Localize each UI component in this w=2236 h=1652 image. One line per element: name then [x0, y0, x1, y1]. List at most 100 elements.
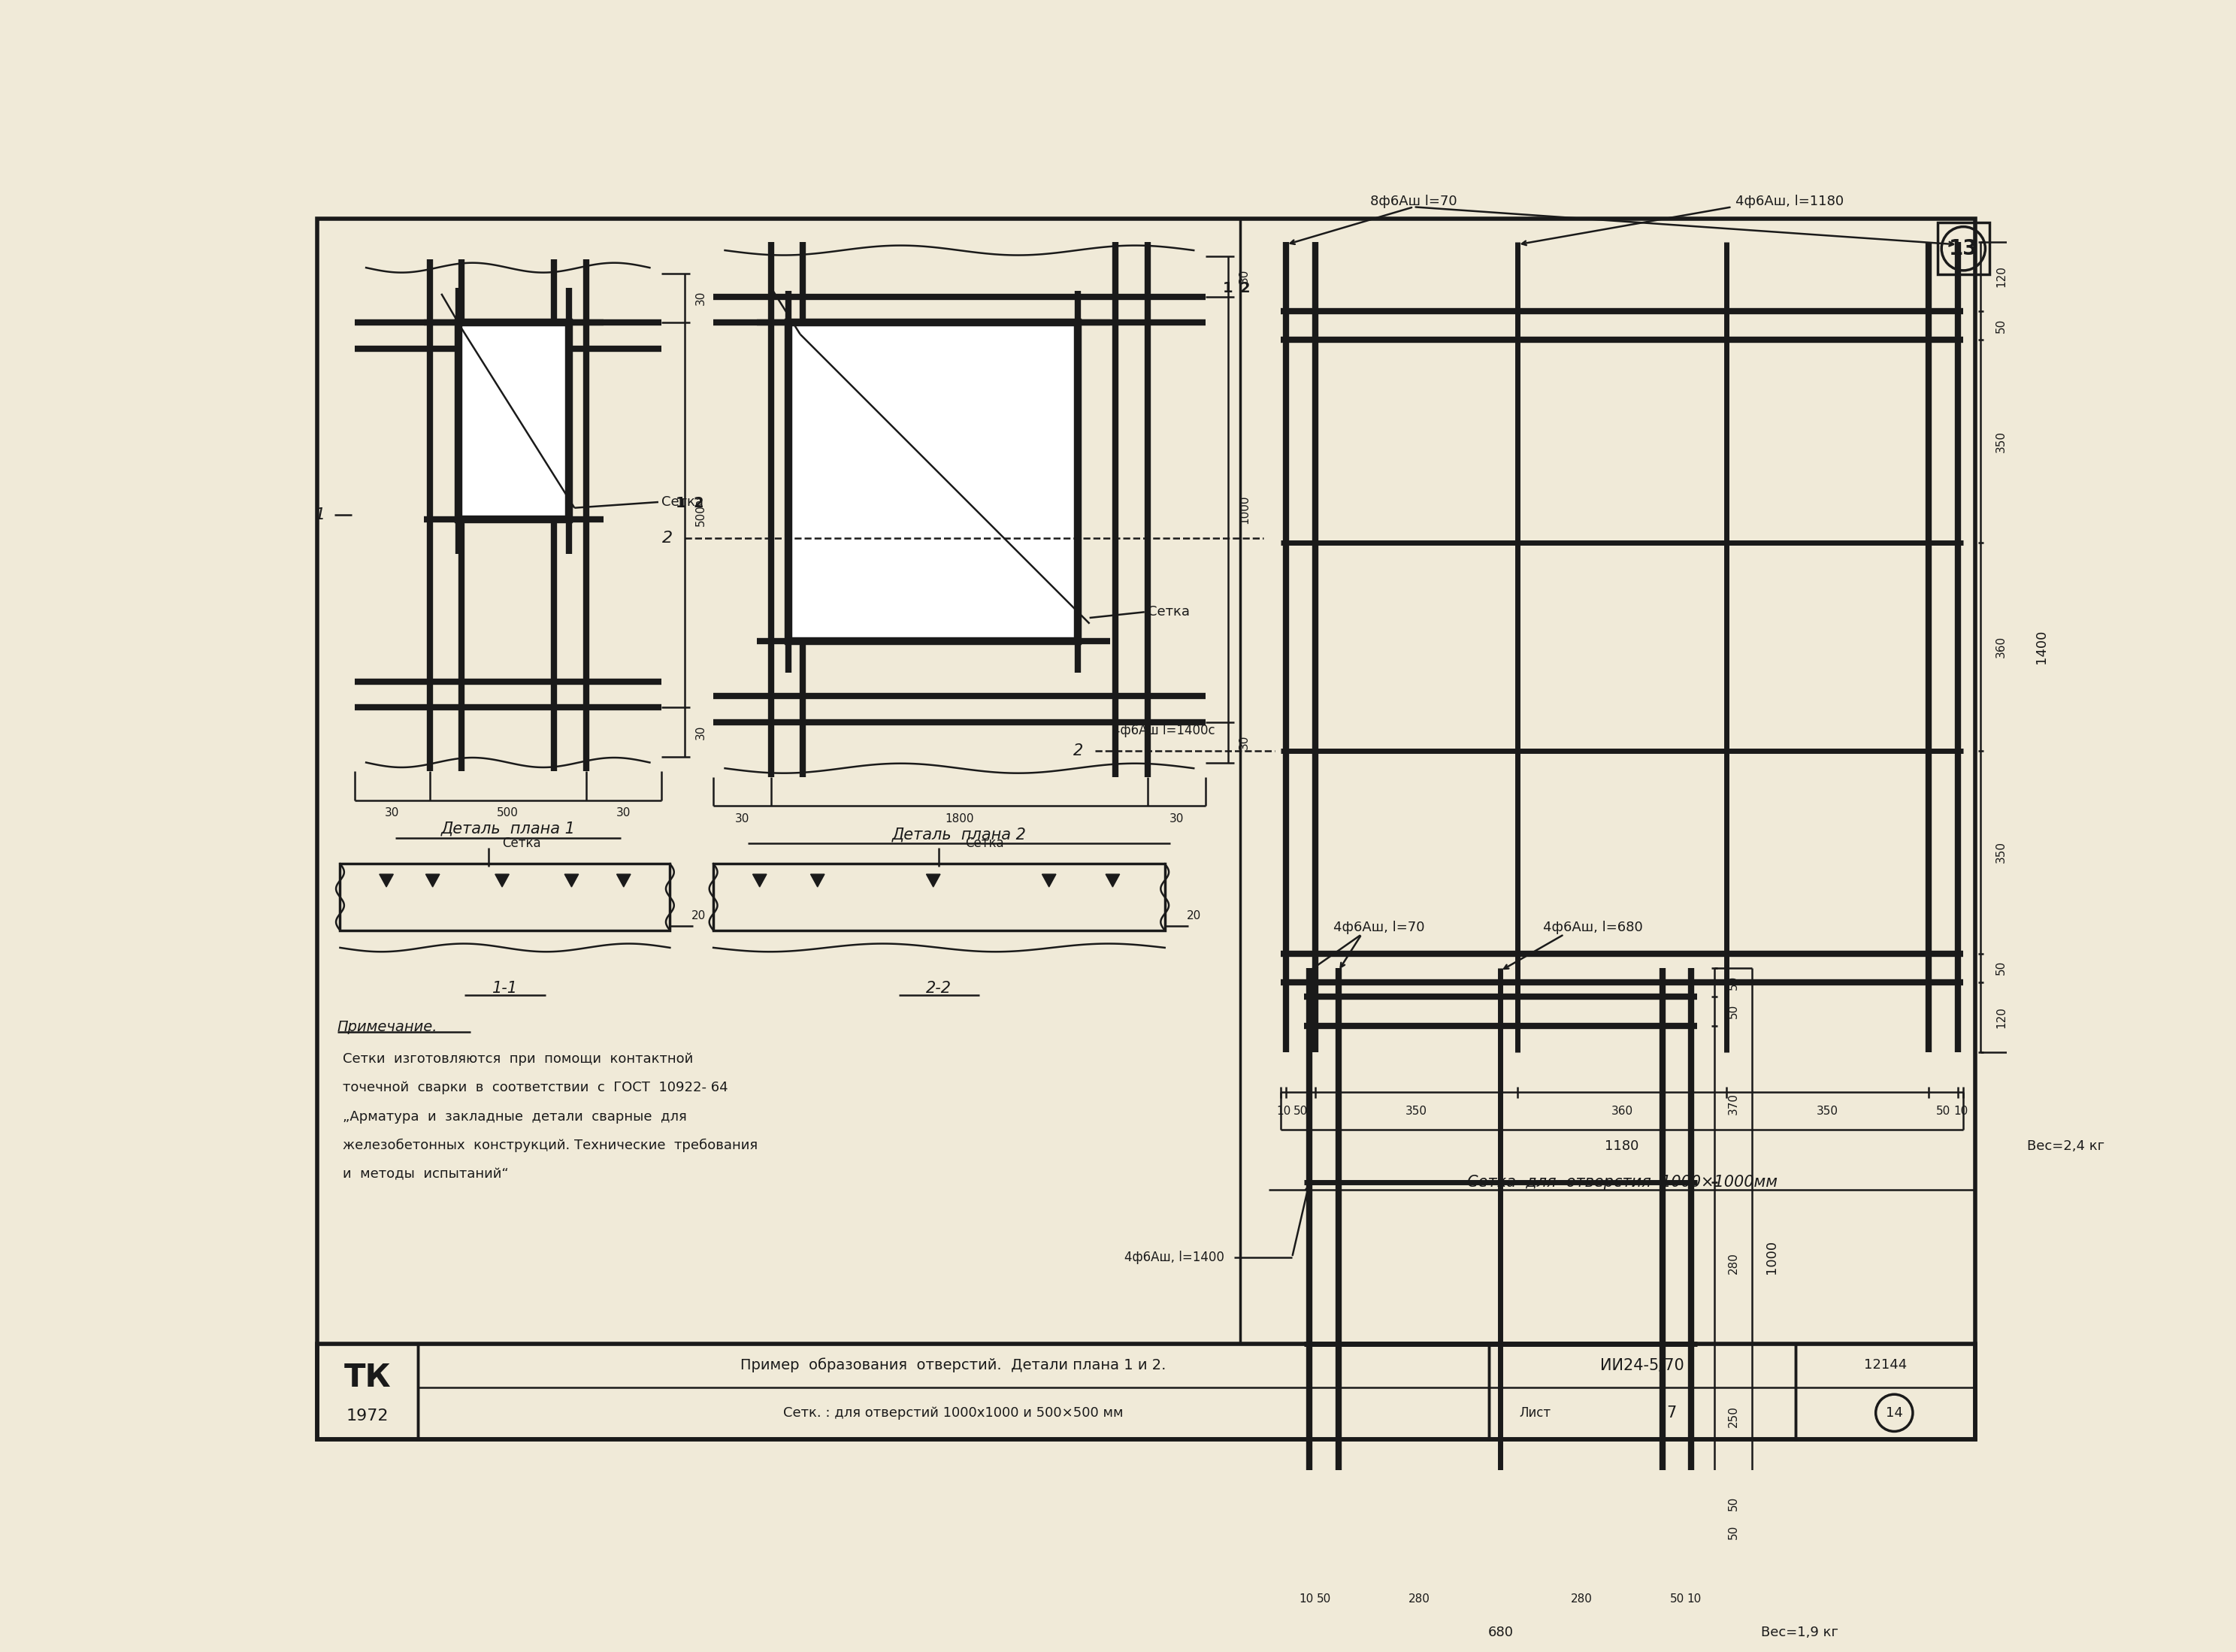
Text: 1000: 1000: [1764, 1241, 1778, 1274]
Text: 2-2: 2-2: [926, 981, 953, 996]
Text: Сетки  изготовляются  при  помощи  контактной: Сетки изготовляются при помощи контактно…: [342, 1052, 693, 1066]
Text: 20: 20: [691, 910, 707, 922]
Bar: [1936, 223, 1990, 274]
Text: 14: 14: [1885, 1406, 1903, 1419]
Text: 2: 2: [662, 530, 673, 545]
Text: 280: 280: [1409, 1593, 1431, 1604]
Polygon shape: [1042, 874, 1055, 887]
Text: Примечание.: Примечание.: [338, 1019, 438, 1034]
Bar: [458, 322, 568, 519]
Text: 500: 500: [496, 808, 519, 818]
Text: 1: 1: [675, 496, 686, 510]
Text: 30: 30: [736, 813, 749, 824]
Text: 50: 50: [1728, 1497, 1740, 1510]
Text: 50: 50: [1292, 1105, 1308, 1117]
Text: 50: 50: [1670, 1593, 1684, 1604]
Text: 30: 30: [695, 725, 707, 740]
Text: 1-1: 1-1: [492, 981, 519, 996]
Text: 120: 120: [1995, 1006, 2006, 1028]
Text: 50: 50: [1317, 1593, 1330, 1604]
Text: 360: 360: [1995, 636, 2006, 657]
Text: 350: 350: [1995, 431, 2006, 453]
Text: Сетка: Сетка: [503, 838, 541, 851]
Text: 20: 20: [1187, 910, 1201, 922]
Text: 10: 10: [1299, 1593, 1315, 1604]
Text: 10: 10: [1686, 1593, 1702, 1604]
Text: точечной  сварки  в  соответствии  с  ГОСТ  10922- 64: точечной сварки в соответствии с ГОСТ 10…: [342, 1080, 729, 1094]
Text: 30: 30: [695, 291, 707, 306]
Text: 350: 350: [1406, 1105, 1427, 1117]
Polygon shape: [754, 874, 767, 887]
Text: Лист: Лист: [1518, 1406, 1552, 1419]
Text: 30: 30: [1239, 735, 1250, 750]
Text: Сетка: Сетка: [662, 496, 704, 509]
Polygon shape: [812, 874, 825, 887]
Text: 1: 1: [1223, 281, 1232, 296]
Text: 13: 13: [1950, 238, 1979, 259]
Text: 1000: 1000: [1239, 496, 1250, 524]
Text: ИИ24-5/70: ИИ24-5/70: [1601, 1358, 1684, 1373]
Text: 120: 120: [1995, 266, 2006, 287]
Text: 1800: 1800: [946, 813, 975, 824]
Bar: [789, 322, 1078, 641]
Text: 350: 350: [1816, 1105, 1838, 1117]
Polygon shape: [380, 874, 394, 887]
Text: железобетонных  конструкций. Технические  требования: железобетонных конструкций. Технические …: [342, 1138, 758, 1153]
Text: Деталь  плана 1: Деталь плана 1: [440, 821, 575, 836]
Text: 280: 280: [1570, 1593, 1592, 1604]
Text: 50: 50: [1728, 975, 1740, 990]
Text: Деталь  плана 2: Деталь плана 2: [892, 828, 1026, 843]
Text: 680: 680: [1487, 1626, 1514, 1639]
Text: 250: 250: [1728, 1406, 1740, 1427]
Text: 30: 30: [617, 808, 631, 818]
Bar: [318, 1345, 418, 1439]
Polygon shape: [494, 874, 510, 887]
Text: 4ф6Аш, l=1180: 4ф6Аш, l=1180: [1735, 195, 1845, 208]
Text: 10: 10: [1954, 1105, 1968, 1117]
Text: 30: 30: [1169, 813, 1183, 824]
Text: 2: 2: [1241, 281, 1250, 296]
Text: 1972: 1972: [347, 1408, 389, 1424]
Text: Вес=1,9 кг: Вес=1,9 кг: [1762, 1626, 1838, 1639]
Polygon shape: [1107, 874, 1120, 887]
Text: 50: 50: [1995, 961, 2006, 975]
Text: 50: 50: [1936, 1105, 1950, 1117]
Text: 4ф6Аш, l=680: 4ф6Аш, l=680: [1543, 920, 1643, 933]
Polygon shape: [566, 874, 579, 887]
Bar: [318, 1345, 1974, 1439]
Text: 1400: 1400: [2035, 629, 2048, 664]
Text: 4ф6Аш, l=1400: 4ф6Аш, l=1400: [1125, 1251, 1223, 1264]
Bar: [713, 864, 1165, 930]
Text: 7: 7: [1666, 1406, 1677, 1421]
Text: 370: 370: [1728, 1094, 1740, 1115]
Text: 1180: 1180: [1605, 1140, 1639, 1153]
Text: 50: 50: [1995, 319, 2006, 332]
Text: Сетка: Сетка: [964, 838, 1004, 851]
Text: и  методы  испытаний“: и методы испытаний“: [342, 1168, 510, 1181]
Text: 360: 360: [1610, 1105, 1632, 1117]
Text: 2: 2: [693, 496, 704, 510]
Text: 2: 2: [1073, 743, 1082, 758]
Text: Сетк. : для отверстий 1000х1000 и 500×500 мм: Сетк. : для отверстий 1000х1000 и 500×50…: [783, 1406, 1122, 1419]
Text: 12144: 12144: [1865, 1358, 1907, 1371]
Polygon shape: [617, 874, 631, 887]
Text: 30: 30: [385, 808, 400, 818]
Text: Вес=2,4 кг: Вес=2,4 кг: [2028, 1140, 2104, 1153]
Bar: [418, 1345, 1489, 1439]
Text: 8ф6Аш l=70: 8ф6Аш l=70: [1371, 195, 1458, 208]
Text: 1: 1: [315, 507, 324, 522]
Text: Пример  образования  отверстий.  Детали плана 1 и 2.: Пример образования отверстий. Детали пла…: [740, 1358, 1167, 1373]
Bar: [1796, 1345, 1974, 1439]
Text: 50: 50: [1728, 1525, 1740, 1540]
Bar: [340, 864, 671, 930]
Bar: [1489, 1345, 1796, 1439]
Text: 4ф6Аш, l=70: 4ф6Аш, l=70: [1333, 920, 1424, 933]
Text: 280: 280: [1728, 1252, 1740, 1274]
Text: 30: 30: [1239, 269, 1250, 284]
Text: ТК: ТК: [344, 1361, 391, 1393]
Polygon shape: [926, 874, 939, 887]
Text: Сетка  для  отверстия  1000×1000мм: Сетка для отверстия 1000×1000мм: [1467, 1175, 1778, 1189]
Text: 4ф6Аш l=1400с: 4ф6Аш l=1400с: [1114, 724, 1216, 737]
Polygon shape: [425, 874, 440, 887]
Text: „Арматура  и  закладные  детали  сварные  для: „Арматура и закладные детали сварные для: [342, 1110, 686, 1123]
